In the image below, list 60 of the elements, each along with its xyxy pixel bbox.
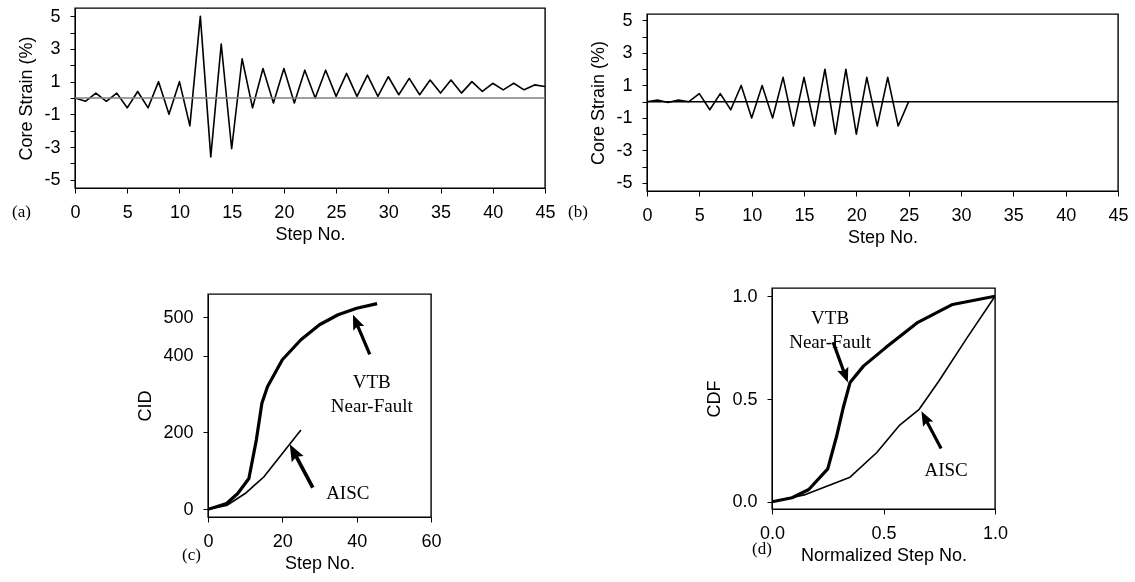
y-tick-label: 0 [183,498,194,519]
y-tick-label: 1 [50,71,61,92]
x-axis-title: Normalized Step No. [800,544,968,565]
y-axis-title: CDF [704,380,725,418]
y-tick-label: -5 [44,169,61,190]
y-tick-label: 3 [622,42,633,63]
y-tick-label: 0.5 [732,388,758,409]
x-tick-label: 20 [274,201,295,222]
text: (c) [182,545,201,564]
x-tick-label: 45 [1108,204,1129,225]
x-tick-label: 25 [326,201,347,222]
x-tick-label: 40 [483,201,504,222]
x-tick-label: 0 [70,201,81,222]
annotation: AISC [924,459,968,481]
x-tick-label: 30 [378,201,399,222]
x-tick-label: 60 [421,530,442,551]
y-tick-label: 200 [163,421,194,442]
x-tick-label: 5 [122,201,133,222]
y-tick-label: 500 [163,306,194,327]
x-tick-label: 25 [899,204,920,225]
y-tick-label: -3 [44,136,61,157]
x-tick-label: 35 [431,201,452,222]
y-tick-label: -1 [44,103,61,124]
x-axis-title: Step No. [275,223,346,244]
y-tick-label: -1 [616,107,633,128]
x-tick-label: 1.0 [982,522,1009,543]
x-tick-label: 5 [694,204,705,225]
x-tick-label: 45 [535,201,556,222]
annotation: VTB Near-Fault [330,371,414,417]
y-tick-label: 3 [50,38,61,59]
y-tick-label: -5 [616,172,633,193]
x-tick-label: 0.5 [871,522,897,543]
x-tick-label: 10 [169,201,190,222]
x-axis-title: Step No. [284,552,356,573]
x-tick-label: 30 [951,204,972,225]
x-tick-label: 20 [846,204,867,225]
text: (b) [568,202,588,221]
y-tick-label: 5 [622,10,633,30]
y-tick-label: -3 [616,139,633,160]
annotation: VTB Near-Fault [789,307,872,353]
y-tick-label: 5 [50,5,61,26]
y-axis-title: Core Strain (%) [16,36,37,161]
x-tick-label: 15 [794,204,815,225]
x-tick-label: 15 [222,201,243,222]
y-axis-title: CID [135,390,156,422]
y-axis-title: Core Strain (%) [588,40,609,166]
x-tick-label: 20 [272,530,293,551]
y-tick-label: 400 [163,345,194,366]
x-tick-label: 10 [742,204,763,225]
y-tick-label: 0.0 [732,491,758,512]
annotation: AISC [326,481,370,503]
y-tick-label: 1 [622,74,633,95]
text: (a) [12,202,31,221]
x-tick-label: 0 [203,530,214,551]
x-tick-label: 0 [642,204,653,225]
x-tick-label: 35 [1003,204,1024,225]
y-tick-label: 1.0 [732,285,758,306]
x-tick-label: 40 [1056,204,1077,225]
x-axis-title: Step No. [847,226,919,247]
x-tick-label: 40 [347,530,368,551]
